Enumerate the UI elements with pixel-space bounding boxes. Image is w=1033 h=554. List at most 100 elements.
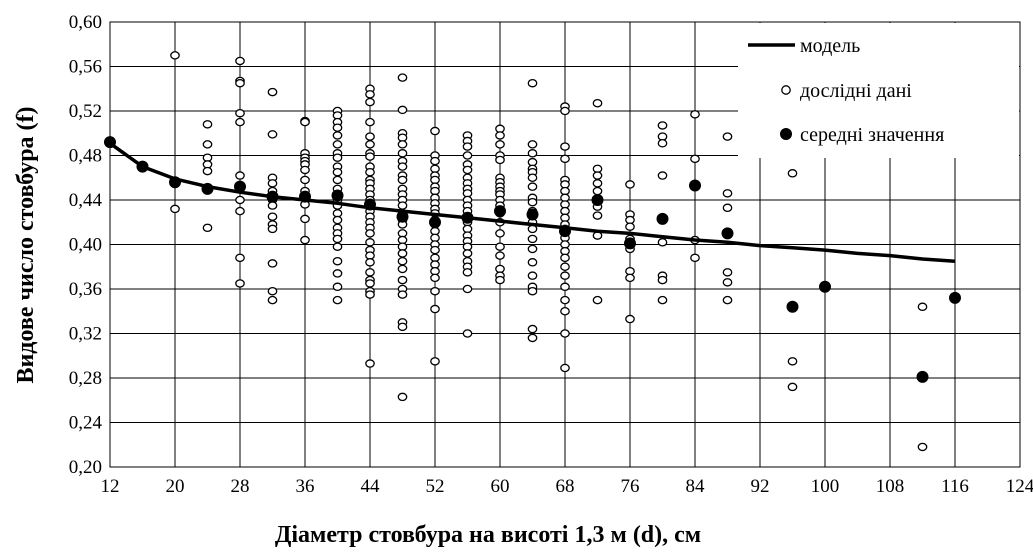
observed-point	[690, 154, 700, 164]
observed-point	[462, 142, 473, 151]
observed-point	[332, 215, 343, 225]
mean-point	[266, 190, 279, 203]
observed-point	[235, 253, 245, 263]
observed-point	[300, 214, 310, 224]
plot-frame	[109, 21, 1021, 468]
observed-point	[462, 165, 473, 175]
observed-point	[722, 278, 733, 287]
observed-point	[397, 201, 408, 210]
observed-point	[202, 140, 213, 149]
observed-point	[560, 306, 570, 316]
observed-point	[592, 98, 603, 108]
model-line	[108, 141, 956, 263]
mean-point	[136, 160, 149, 173]
observed-point	[560, 106, 570, 116]
mean-point	[364, 198, 376, 211]
y-tick-labels: 0,20 0,24 0,28 0,32 0,36 0,40 0,44 0,48 0,52 0,56…	[69, 12, 103, 478]
observed-point	[527, 173, 538, 182]
observed-point	[397, 175, 408, 185]
observed-point	[332, 234, 343, 244]
observed-point	[300, 117, 310, 127]
x-axis-title: Діаметр стовбура на висоті 1,3 м (d), см	[275, 522, 701, 548]
observed-point	[495, 140, 505, 149]
observed-point	[527, 244, 538, 254]
mean-point	[559, 225, 571, 238]
observed-point	[202, 166, 213, 176]
observed-point	[787, 169, 798, 178]
observed-point	[397, 264, 408, 274]
observed-point	[690, 253, 700, 263]
observed-point	[235, 171, 245, 180]
y-tick-label: 0,28	[69, 368, 102, 389]
observed-point	[397, 149, 408, 158]
observed-point	[365, 152, 375, 161]
y-tick-label: 0,60	[69, 12, 102, 33]
observed-point	[462, 284, 473, 294]
observed-point	[365, 117, 375, 127]
observed-point	[560, 154, 570, 164]
observed-point	[560, 363, 570, 373]
x-tick-label: 100	[811, 476, 840, 497]
observed-point	[365, 268, 375, 277]
observed-point	[430, 156, 440, 166]
observed-point	[397, 275, 408, 285]
mean-point	[656, 212, 669, 225]
observed-point	[267, 87, 278, 97]
observed-point	[625, 273, 635, 283]
mean-point	[234, 180, 246, 193]
observed-point	[365, 229, 375, 238]
y-tick-label: 0,44	[69, 190, 103, 211]
observed-point	[365, 359, 375, 368]
observed-point	[332, 256, 343, 266]
observed-point	[267, 212, 278, 221]
observed-point	[690, 110, 700, 119]
observed-point	[462, 268, 473, 277]
observed-point	[267, 224, 278, 234]
observed-point	[657, 121, 668, 130]
observed-point	[430, 273, 440, 283]
observed-point	[332, 242, 343, 251]
y-tick-label: 0,48	[69, 146, 102, 167]
x-tick-label: 76	[621, 476, 640, 497]
x-tick-label: 60	[491, 476, 510, 497]
observed-point	[787, 382, 798, 392]
observed-point	[332, 295, 343, 305]
observed-point	[917, 442, 928, 452]
observed-point	[462, 151, 473, 160]
observed-point	[365, 97, 375, 107]
observed-point	[592, 295, 603, 305]
mean-point	[201, 182, 214, 195]
observed-point	[397, 256, 408, 266]
observed-point	[202, 223, 213, 233]
mean-point	[169, 176, 181, 189]
observed-point	[235, 108, 245, 118]
observed-point	[657, 139, 668, 148]
y-tick-label: 0,40	[69, 235, 102, 256]
mean-point	[721, 227, 734, 240]
observed-point	[657, 171, 668, 180]
observed-point	[527, 140, 538, 149]
mean-point	[786, 300, 799, 313]
x-tick-label: 52	[426, 476, 445, 497]
observed-point	[560, 262, 570, 271]
observed-point	[722, 132, 733, 141]
observed-point	[332, 269, 343, 278]
legend-filled-circle-swatch	[780, 128, 792, 140]
observed-point	[235, 279, 245, 288]
observed-point	[397, 290, 408, 299]
observed-point	[560, 271, 570, 280]
observed-point	[527, 258, 538, 267]
mean-point	[949, 291, 961, 304]
observed-point	[527, 286, 538, 296]
observed-point	[527, 182, 538, 191]
observed-point	[560, 142, 570, 151]
observed-point	[625, 180, 635, 189]
mean-point	[461, 211, 474, 224]
x-tick-label: 12	[101, 476, 120, 497]
observed-point	[267, 130, 278, 139]
observed-point	[300, 165, 310, 175]
observed-point	[495, 131, 505, 140]
x-tick-label: 116	[941, 476, 969, 497]
observed-point	[592, 171, 603, 180]
legend: модель дослідні дані середні значення	[738, 23, 1019, 158]
